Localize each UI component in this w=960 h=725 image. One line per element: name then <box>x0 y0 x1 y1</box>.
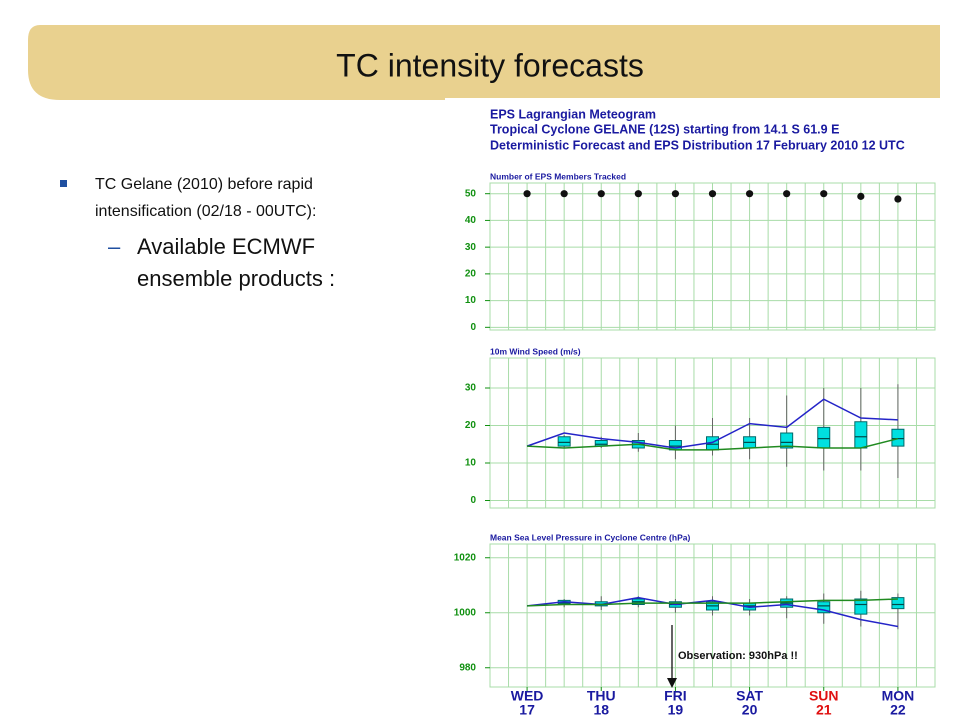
sub-bullet-text: ensemble products : <box>137 266 335 291</box>
x-tick-label: SAT <box>736 688 763 704</box>
x-tick-label: SUN <box>809 688 839 704</box>
panel-title: Mean Sea Level Pressure in Cyclone Centr… <box>490 532 690 542</box>
member-dot <box>597 190 605 198</box>
slide-title: TC intensity forecasts <box>336 47 644 83</box>
box <box>780 432 794 449</box>
sub-bullet-text: Available ECMWF <box>137 234 315 259</box>
y-tick-label: 50 <box>465 188 477 199</box>
y-tick-label: 0 <box>470 322 476 333</box>
x-tick-date: 17 <box>519 702 535 718</box>
y-tick-label: 10 <box>465 458 477 469</box>
meteogram-background <box>445 98 957 720</box>
member-dot <box>745 190 754 198</box>
panel-title: Number of EPS Members Tracked <box>490 171 626 181</box>
panel-title: 10m Wind Speed (m/s) <box>490 346 581 356</box>
x-tick-date: 18 <box>593 702 609 718</box>
bullet-text: intensification (02/18 - 00UTC): <box>95 203 316 220</box>
member-dot <box>523 190 531 198</box>
box <box>891 428 905 447</box>
bullet-text: TC Gelane (2010) before rapid <box>95 176 313 193</box>
x-tick-label: WED <box>511 688 544 704</box>
x-tick-label: THU <box>587 688 616 704</box>
x-tick-date: 21 <box>816 702 832 718</box>
box <box>854 421 868 449</box>
box <box>891 597 905 610</box>
box <box>854 598 868 615</box>
annotation: Observation: 930hPa !! <box>678 650 798 662</box>
forecast-line <box>526 398 898 449</box>
box <box>817 601 831 614</box>
meteogram-title: Deterministic Forecast and EPS Distribut… <box>490 138 905 152</box>
member-dot <box>671 190 680 198</box>
x-tick-date: 19 <box>668 702 684 718</box>
y-tick-label: 10 <box>465 295 477 306</box>
x-tick-date: 20 <box>742 702 758 718</box>
y-tick-label: 30 <box>465 383 477 394</box>
meteogram-title: Tropical Cyclone GELANE (12S) starting f… <box>490 122 839 136</box>
x-tick-label: MON <box>882 688 915 704</box>
forecast-line <box>527 596 899 628</box>
box <box>557 436 571 447</box>
title-banner <box>28 25 940 100</box>
y-tick-label: 20 <box>465 269 477 280</box>
member-dot <box>857 192 865 200</box>
y-tick-label: 30 <box>465 242 477 253</box>
y-tick-label: 20 <box>465 420 477 431</box>
y-tick-label: 980 <box>459 662 476 673</box>
y-tick-label: 1000 <box>454 607 477 618</box>
y-tick-label: 1020 <box>454 552 477 563</box>
box <box>817 426 831 449</box>
member-dot <box>820 190 828 198</box>
member-dot <box>783 190 791 198</box>
member-dot <box>894 195 902 203</box>
annotation-arrowhead <box>667 678 677 688</box>
x-tick-label: FRI <box>664 688 687 704</box>
member-dot <box>634 190 642 198</box>
member-dot <box>560 190 568 198</box>
bullet-icon <box>60 180 67 187</box>
meteogram-title: EPS Lagrangian Meteogram <box>490 107 656 121</box>
x-tick-date: 22 <box>890 702 906 718</box>
sub-bullet-dash: – <box>108 234 121 259</box>
y-tick-label: 40 <box>465 215 477 226</box>
y-tick-label: 0 <box>470 495 476 506</box>
forecast-line <box>527 598 898 607</box>
forecast-line <box>527 437 899 451</box>
member-dot <box>708 190 717 198</box>
